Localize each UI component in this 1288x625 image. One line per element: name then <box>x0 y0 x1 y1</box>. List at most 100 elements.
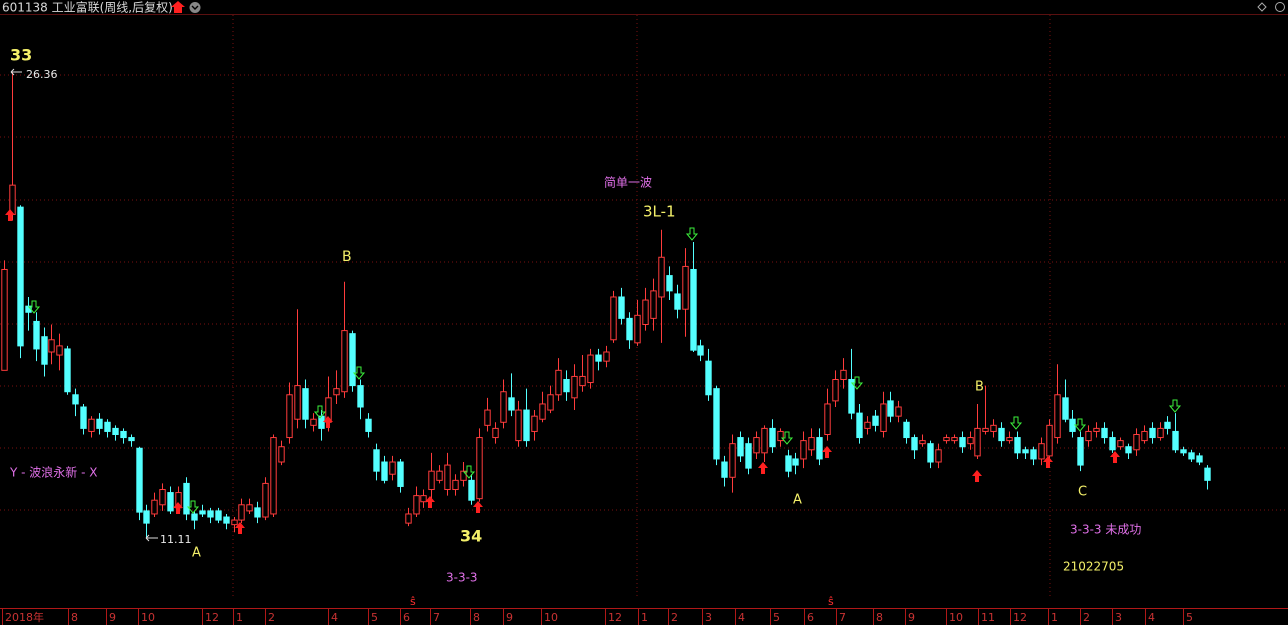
candle-body <box>492 427 499 439</box>
candle-body <box>880 403 887 432</box>
x-tick-label: 6 <box>403 611 410 624</box>
candle-body <box>816 437 823 460</box>
candle-body <box>690 268 697 351</box>
candle-body <box>1204 467 1211 481</box>
x-tick-label: 1 <box>236 611 243 624</box>
x-tick-label: 4 <box>738 611 745 624</box>
candle-body <box>927 443 934 463</box>
candle-body <box>207 510 214 518</box>
candle-body <box>792 458 799 466</box>
header-up-icon[interactable] <box>171 1 185 13</box>
wave-label: 33 <box>10 46 32 65</box>
candle-body <box>159 489 166 506</box>
candle-body <box>650 290 657 319</box>
x-tick-label: 12 <box>1013 611 1027 624</box>
candle-body <box>745 443 752 469</box>
wave-label: B <box>975 380 984 395</box>
candle-body <box>761 427 768 454</box>
x-tick-label: 8 <box>876 611 883 624</box>
candle-body <box>903 421 910 439</box>
candle-body <box>666 275 673 292</box>
candle-body <box>1022 449 1029 454</box>
wave-label: 34 <box>460 527 482 546</box>
candle-body <box>1077 437 1084 466</box>
candle-body <box>832 378 839 402</box>
x-tick-label: 1 <box>1051 611 1058 624</box>
candle-body <box>1125 446 1132 454</box>
candle-body <box>769 427 776 448</box>
candle-body <box>563 378 570 393</box>
candle-body <box>262 482 269 518</box>
candle-body <box>80 406 87 429</box>
candle-body <box>982 427 989 432</box>
header-diamond-icon[interactable] <box>1257 2 1267 12</box>
candle-body <box>721 461 728 478</box>
candle-body <box>808 437 815 451</box>
candle-body <box>943 437 950 442</box>
candle-body <box>1030 449 1037 460</box>
candle-body <box>1188 452 1195 460</box>
header-circle-icon[interactable] <box>1275 2 1285 12</box>
candle-body <box>737 437 744 457</box>
candle-body <box>436 470 443 481</box>
candle-body <box>33 320 40 350</box>
candle-body <box>1014 437 1021 454</box>
x-tick-label: 4 <box>1148 611 1155 624</box>
candle-body <box>278 446 285 463</box>
pattern-label: 3-3-3 <box>446 571 478 585</box>
candle-body <box>658 256 665 298</box>
candle-body <box>389 461 396 475</box>
candle-body <box>468 479 475 501</box>
candle-body <box>603 351 610 362</box>
candle-body <box>951 437 958 442</box>
candle-body <box>136 447 143 513</box>
candle-body <box>840 369 847 380</box>
candle-body <box>713 388 720 460</box>
header-menu-chevron <box>191 5 199 10</box>
candle-body <box>1149 427 1156 439</box>
candle-body <box>64 348 71 393</box>
x-tick-label: 2 <box>268 611 275 624</box>
candle-body <box>231 519 238 526</box>
candle-body <box>246 504 253 512</box>
candle-body <box>1141 430 1148 442</box>
candle-body <box>373 449 380 472</box>
candle-body <box>500 391 507 423</box>
candle-body <box>1069 418 1076 432</box>
candle-body <box>294 385 301 420</box>
candle-body <box>824 403 831 436</box>
candle-body <box>48 339 55 353</box>
candle-body <box>420 495 427 503</box>
high-label: 26.36 <box>26 68 58 81</box>
candle-body <box>959 437 966 448</box>
candle-body <box>333 388 340 396</box>
candle-body <box>452 479 459 491</box>
candle-body <box>199 510 206 515</box>
x-tick-label: 6 <box>807 611 814 624</box>
candle-body <box>238 504 245 521</box>
candle-body <box>872 415 879 426</box>
annotations: 33 26.36 11.11 A B 34 3-3-3 简单一波 3L-1 Y … <box>9 46 1141 585</box>
candle-body <box>112 427 119 436</box>
candle-body <box>508 397 515 411</box>
header-menu-icon[interactable] <box>189 2 201 13</box>
candle-body <box>302 388 309 420</box>
candle-body <box>919 440 926 445</box>
candle-body <box>397 461 404 487</box>
candle-body <box>571 375 578 399</box>
candle-body <box>365 418 372 432</box>
candle-body <box>1046 424 1053 457</box>
candle-body <box>341 330 348 393</box>
candle-body <box>310 418 317 426</box>
candle-body <box>1006 437 1013 442</box>
x-tick-label: 8 <box>473 611 480 624</box>
candle-body <box>88 418 95 432</box>
x-tick-label: 10 <box>544 611 558 624</box>
candle-body <box>990 424 997 432</box>
candle-body <box>381 461 388 481</box>
candle-body <box>848 378 855 414</box>
x-tick-label: 9 <box>908 611 915 624</box>
candle-body <box>41 336 48 365</box>
wave-label: A <box>192 546 201 561</box>
candle-body <box>626 317 633 341</box>
